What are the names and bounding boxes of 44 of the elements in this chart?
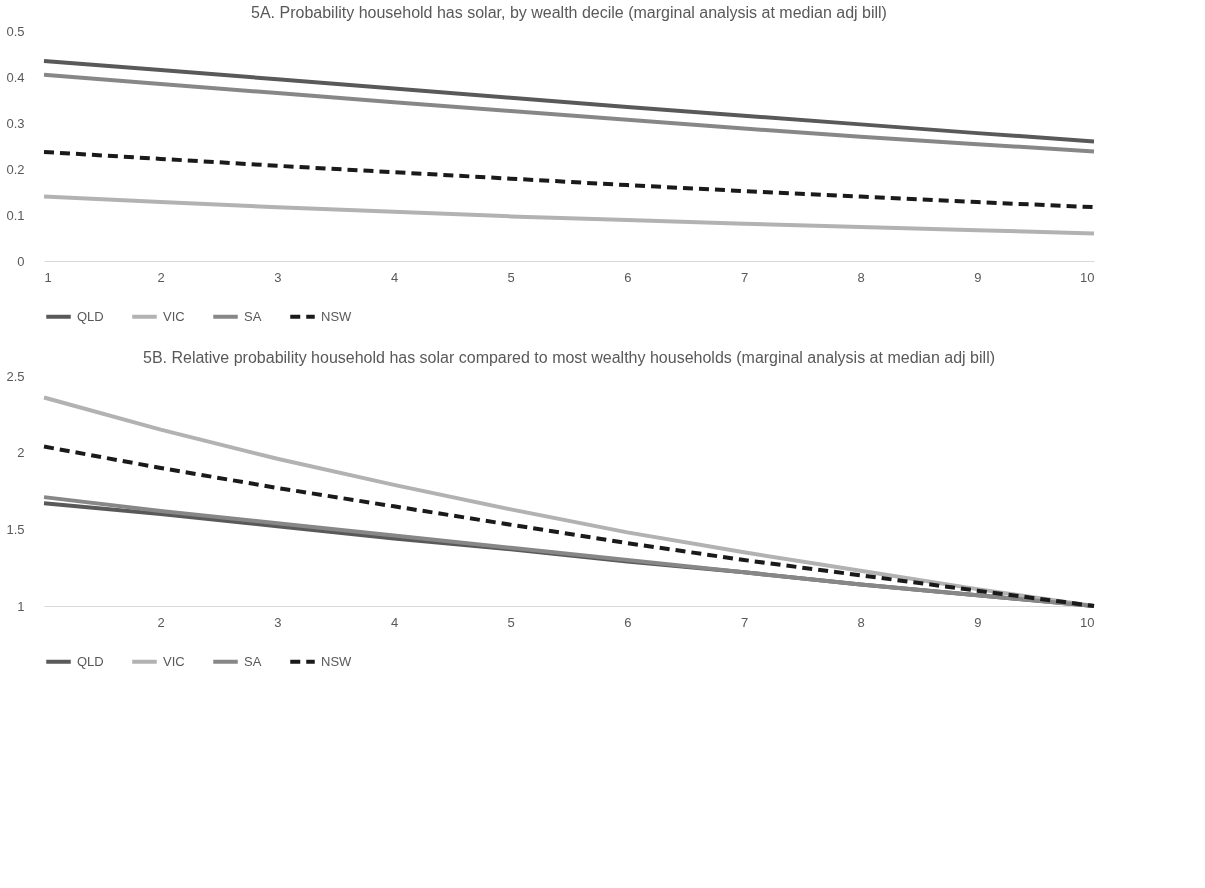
x-tick-label: 9 — [974, 614, 982, 630]
x-tick-label: 7 — [740, 614, 749, 630]
line-series — [42, 58, 1096, 144]
legend-label: VIC — [163, 653, 185, 669]
x-tick-label: 3 — [274, 614, 282, 630]
y-tick-label: 0.3 — [6, 115, 25, 131]
x-tick-label: 2 — [157, 269, 165, 285]
line-series — [42, 194, 1096, 236]
x-tick-label: 8 — [857, 269, 865, 285]
x-tick-label: 4 — [390, 614, 399, 630]
x-tick-label: 9 — [974, 269, 982, 285]
y-tick-label: 1 — [17, 598, 25, 614]
x-tick-label: 10 — [1080, 269, 1095, 285]
chart-title: 5B. Relative probability household has solar compared to most wealthy households (marginal analysis at median adj bill) — [142, 349, 996, 366]
y-tick-label: 0.2 — [6, 161, 25, 177]
line-series — [42, 444, 1096, 608]
y-tick-label: 2.5 — [6, 368, 25, 384]
x-tick-label: 5 — [507, 614, 515, 630]
x-tick-label: 6 — [624, 614, 632, 630]
chart-title: 5A. Probability household has solar, by wealth decile (marginal analysis at median adj bill) — [251, 4, 887, 21]
x-tick-label: 6 — [624, 269, 632, 285]
legend-label: QLD — [77, 653, 104, 669]
legend-label: QLD — [77, 308, 104, 324]
x-tick-label: 1 — [44, 269, 52, 285]
x-tick-label: 3 — [274, 269, 282, 285]
x-tick-label: 8 — [857, 614, 865, 630]
x-tick-label: 4 — [390, 269, 399, 285]
legend-label: NSW — [321, 653, 353, 669]
y-tick-label: 0.5 — [6, 23, 25, 39]
y-tick-label: 0.1 — [6, 207, 25, 223]
legend-label: VIC — [163, 308, 185, 324]
legend-label: SA — [244, 308, 262, 324]
x-tick-label: 5 — [507, 269, 515, 285]
x-tick-label: 7 — [740, 269, 749, 285]
y-tick-label: 0.4 — [6, 69, 25, 85]
x-tick-label: 10 — [1080, 614, 1095, 630]
legend-label: SA — [244, 653, 262, 669]
line-series — [42, 72, 1096, 154]
line-series — [42, 149, 1096, 210]
legend-label: NSW — [321, 308, 353, 324]
y-tick-label: 2 — [17, 445, 25, 461]
x-tick-label: 2 — [157, 614, 165, 630]
y-tick-label: 0 — [17, 253, 25, 269]
y-tick-label: 1.5 — [6, 521, 25, 537]
